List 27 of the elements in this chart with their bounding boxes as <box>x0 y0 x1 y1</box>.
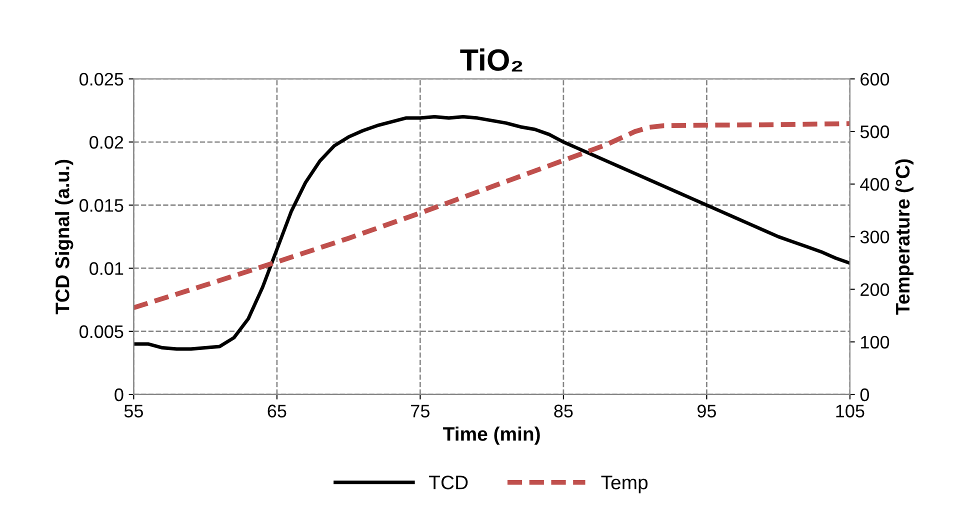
x-tick-label: 85 <box>554 404 573 418</box>
x-tick-label: 75 <box>411 404 430 418</box>
legend-label: Temp <box>601 476 648 494</box>
y2-tick-label: 500 <box>860 125 890 138</box>
y-tick-label: 0.015 <box>80 199 124 212</box>
legend-label: TCD <box>429 476 468 490</box>
x-tick-label: 105 <box>836 404 864 418</box>
x-tick-label: 95 <box>698 404 716 418</box>
y-tick-label: 0.025 <box>80 72 124 86</box>
y2-tick-label: 200 <box>860 283 890 296</box>
y2-tick-label: 100 <box>861 336 890 349</box>
y2-tick-label: 0 <box>860 388 870 402</box>
y2-tick-label: 300 <box>860 230 890 244</box>
y2-tick-label: 600 <box>860 72 890 86</box>
x-tick-label: 65 <box>268 404 286 418</box>
y-tick-label: 0 <box>114 388 124 402</box>
y-tick-label: 0.02 <box>90 136 124 149</box>
chart-title: TiO₂ <box>460 48 522 72</box>
x-axis-title: Time (min) <box>443 426 540 445</box>
y-tick-label: 0.005 <box>80 325 124 338</box>
y2-tick-label: 400 <box>860 178 890 191</box>
y-tick-label: 0.01 <box>90 262 124 275</box>
y2-axis-title: Temperature (°C) <box>895 159 914 315</box>
x-tick-label: 55 <box>124 404 143 418</box>
y-axis-title: TCD Signal (a.u.) <box>55 160 74 314</box>
line-series <box>134 115 850 351</box>
line-series <box>134 121 850 310</box>
